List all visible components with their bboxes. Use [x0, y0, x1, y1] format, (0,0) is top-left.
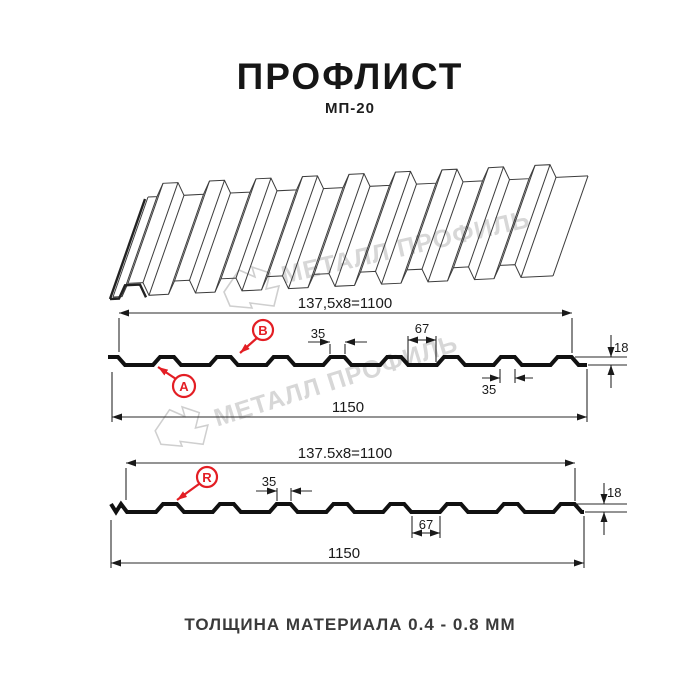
- sheet-3d-line: [282, 175, 318, 277]
- page-subtitle: МП-20: [325, 100, 375, 117]
- sheet-3d-line: [334, 186, 371, 287]
- sheet-3d-line: [147, 164, 589, 198]
- sheet-3d-line: [514, 164, 551, 265]
- sheet-3d-line: [360, 171, 396, 273]
- dim-rib-top-2: 35: [482, 382, 496, 397]
- sheet-3d-line: [421, 169, 458, 270]
- callout-a-label: A: [179, 379, 189, 394]
- sheet-3d-line: [189, 180, 225, 281]
- sheet-3d-line: [241, 190, 278, 291]
- sheet-3d-line: [499, 165, 536, 266]
- dim-rib-top: 35: [262, 474, 276, 489]
- sheet-3d-line: [109, 283, 148, 301]
- sheet-3d-line: [313, 174, 350, 275]
- sheet-3d-line: [112, 196, 149, 298]
- sheet-3d-line: [493, 178, 530, 279]
- sheet-3d-line: [112, 264, 554, 298]
- sheet-3d-line: [168, 194, 204, 295]
- sheet-3d-line: [108, 198, 147, 300]
- dim-rib-top: 35: [311, 326, 325, 341]
- profile-reverse-outline: [109, 500, 584, 516]
- dim-total-width: 1150: [328, 545, 360, 562]
- sheet-3d-line: [195, 192, 231, 294]
- dim-flat: 67: [419, 517, 433, 532]
- sheet-3d-line: [520, 177, 557, 278]
- dim-total-width: 1150: [332, 399, 364, 416]
- sheet-3d-line: [400, 183, 437, 284]
- dim-useful-width: 137.5x8=1100: [298, 445, 392, 462]
- sheet-3d-line: [214, 191, 251, 293]
- sheet-3d-line: [127, 183, 164, 284]
- dim-flat: 67: [415, 321, 429, 336]
- sheet-3d-line: [468, 166, 504, 268]
- sheet-3d-line: [427, 181, 464, 283]
- sheet-3d-line: [121, 196, 158, 297]
- sheet-3d-line: [307, 187, 344, 288]
- sheet-3d-line: [261, 189, 297, 291]
- sheet-3d-line: [174, 180, 210, 282]
- callout-b-label: B: [258, 323, 267, 338]
- page-title: ПРОФЛИСТ: [236, 56, 464, 97]
- sheet-3d-line: [474, 179, 510, 280]
- sheet-3d-line: [453, 167, 489, 268]
- dim-useful-width: 137,5x8=1100: [298, 295, 392, 312]
- brand-logo-watermark: [223, 265, 281, 309]
- dim-height: 18: [614, 340, 628, 355]
- sheet-3d-line: [235, 177, 272, 279]
- sheet-3d-line: [354, 185, 390, 286]
- brand-logo-watermark: [154, 405, 209, 448]
- sheet-3d-line: [381, 183, 417, 285]
- sheet-3d-line: [406, 169, 443, 271]
- sheet-3d-line: [328, 173, 365, 274]
- sheet-3d-line: [375, 171, 411, 272]
- sheet-3d-line: [148, 195, 185, 296]
- sheet-3d-line: [267, 176, 303, 277]
- sheet-3d-line: [220, 178, 257, 279]
- material-thickness-note: ТОЛЩИНА МАТЕРИАЛА 0.4 - 0.8 ММ: [184, 615, 516, 634]
- sheet-3d-line: [142, 182, 179, 283]
- sheet-3d-line: [552, 175, 589, 277]
- sheet-3d-line: [447, 180, 483, 282]
- callout-r-label: R: [202, 470, 212, 485]
- sheet-3d-line: [288, 188, 324, 289]
- profile-face-outline: [108, 355, 587, 367]
- dim-height: 18: [607, 485, 621, 500]
